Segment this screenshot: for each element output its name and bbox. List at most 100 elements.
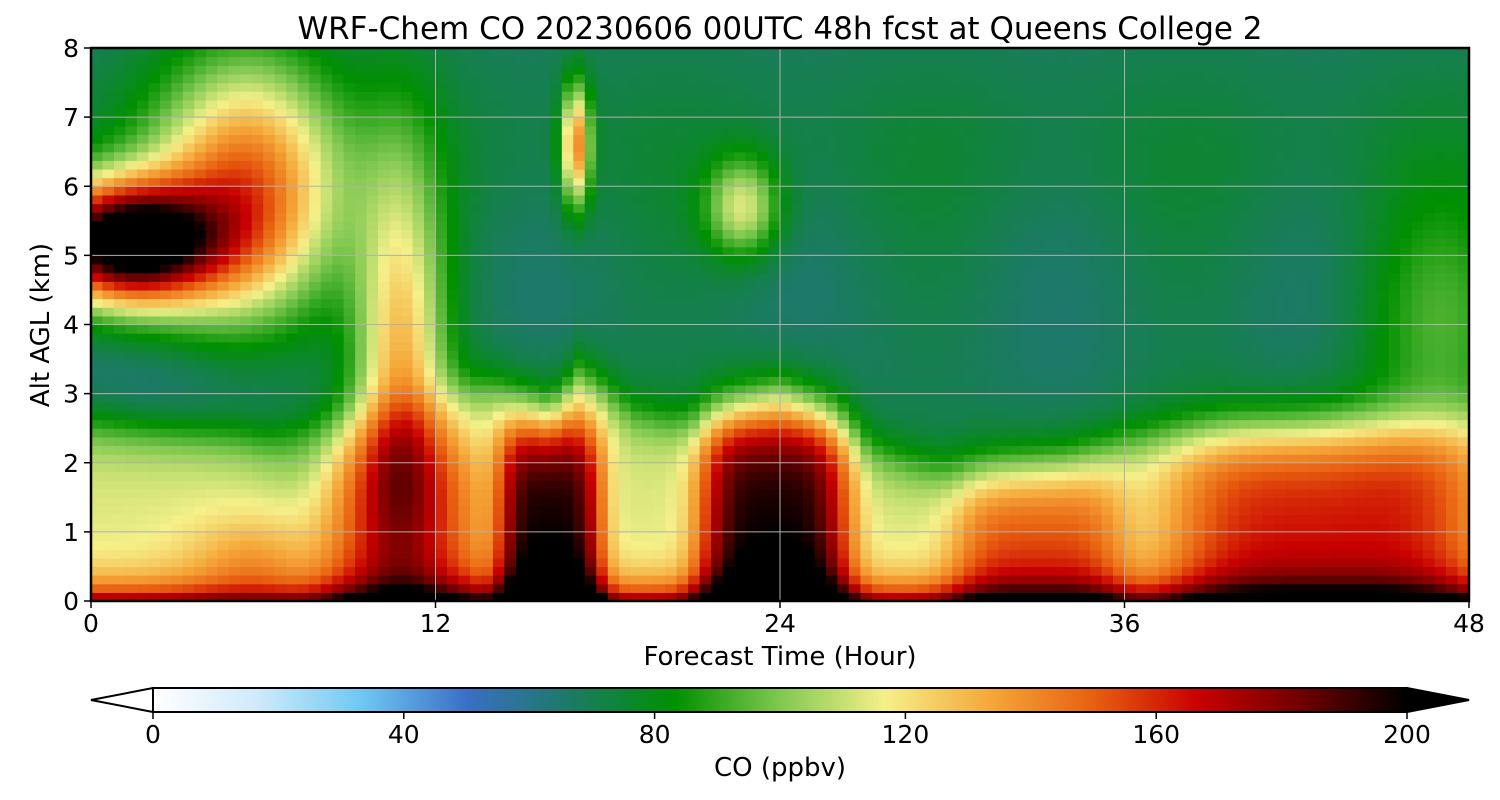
heatmap-cell	[688, 151, 701, 161]
heatmap-cell	[975, 315, 988, 326]
heatmap-cell	[378, 566, 391, 576]
heatmap-cell	[975, 454, 988, 464]
heatmap-cell	[389, 428, 402, 438]
heatmap-cell	[699, 212, 712, 222]
heatmap-cell	[848, 445, 861, 455]
heatmap-cell	[791, 143, 804, 153]
heatmap-cell	[309, 246, 322, 256]
heatmap-cell	[492, 307, 505, 317]
heatmap-cell	[504, 73, 517, 84]
heatmap-cell	[481, 488, 494, 498]
heatmap-cell	[217, 488, 230, 498]
heatmap-cell	[894, 549, 907, 559]
heatmap-cell	[848, 117, 861, 127]
heatmap-cell	[182, 264, 195, 274]
heatmap-cell	[332, 264, 345, 274]
heatmap-cell	[745, 56, 758, 66]
heatmap-cell	[446, 471, 460, 481]
heatmap-cell	[286, 454, 299, 464]
heatmap-cell	[424, 436, 437, 447]
heatmap-cell	[182, 91, 195, 101]
heatmap-cell	[917, 65, 930, 75]
heatmap-cell	[975, 82, 988, 92]
heatmap-cell	[297, 229, 310, 239]
heatmap-cell	[113, 592, 127, 601]
heatmap-cell	[607, 298, 620, 308]
heatmap-cell	[848, 471, 861, 481]
heatmap-cell	[745, 298, 758, 308]
heatmap-cell	[780, 384, 793, 395]
heatmap-cell	[665, 168, 678, 179]
heatmap-cell	[136, 255, 150, 265]
heatmap-cell	[378, 333, 391, 343]
heatmap-cell	[274, 82, 287, 92]
heatmap-cell	[825, 212, 839, 222]
heatmap-cell	[676, 575, 689, 585]
heatmap-cell	[412, 583, 425, 593]
heatmap-cell	[515, 393, 528, 403]
heatmap-cell	[653, 540, 666, 550]
heatmap-cell	[251, 82, 264, 92]
heatmap-cell	[550, 402, 563, 412]
heatmap-cell	[389, 333, 402, 343]
heatmap-cell	[389, 48, 402, 58]
heatmap-cell	[699, 272, 712, 282]
heatmap-cell	[481, 462, 494, 472]
heatmap-cell	[320, 82, 333, 92]
heatmap-cell	[619, 428, 632, 438]
heatmap-cell	[975, 281, 988, 291]
heatmap-cell	[780, 367, 793, 377]
heatmap-cell	[814, 384, 827, 395]
heatmap-cell	[113, 575, 127, 585]
heatmap-cell	[332, 186, 345, 196]
heatmap-cell	[240, 203, 253, 213]
heatmap-cell	[148, 393, 161, 403]
heatmap-cell	[734, 523, 747, 533]
heatmap-cell	[527, 177, 540, 187]
heatmap-cell	[630, 177, 643, 187]
heatmap-cell	[550, 272, 563, 282]
heatmap-cell	[688, 203, 701, 213]
heatmap-cell	[917, 246, 930, 256]
heatmap-cell	[194, 82, 207, 92]
heatmap-cell	[929, 436, 942, 447]
heatmap-cell	[952, 531, 965, 542]
heatmap-cell	[332, 436, 345, 447]
heatmap-cell	[366, 540, 379, 550]
heatmap-cell	[561, 125, 574, 136]
heatmap-cell	[251, 220, 264, 231]
heatmap-cell	[757, 194, 770, 205]
heatmap-cell	[492, 168, 505, 179]
heatmap-cell	[504, 583, 517, 593]
heatmap-cell	[343, 514, 356, 524]
heatmap-cell	[963, 91, 976, 101]
heatmap-cell	[228, 255, 241, 265]
heatmap-cell	[182, 428, 195, 438]
heatmap-cell	[952, 557, 965, 568]
heatmap-cell	[573, 367, 586, 377]
heatmap-cell	[734, 367, 747, 377]
heatmap-cell	[286, 445, 299, 455]
heatmap-cell	[596, 462, 609, 472]
heatmap-cell	[584, 307, 597, 317]
heatmap-cell	[825, 134, 839, 144]
heatmap-cell	[975, 333, 988, 343]
heatmap-cell	[527, 445, 540, 455]
heatmap-cell	[481, 445, 494, 455]
heatmap-cell	[906, 488, 919, 498]
heatmap-cell	[205, 108, 218, 118]
heatmap-cell	[527, 592, 540, 601]
heatmap-cell	[136, 151, 150, 161]
heatmap-cell	[309, 384, 322, 395]
heatmap-cell	[940, 229, 953, 239]
heatmap-cell	[975, 566, 988, 576]
heatmap-cell	[699, 557, 712, 568]
heatmap-cell	[240, 540, 253, 550]
heatmap-cell	[469, 523, 483, 533]
heatmap-cell	[91, 497, 104, 507]
heatmap-cell	[642, 583, 655, 593]
heatmap-cell	[883, 143, 896, 153]
heatmap-cell	[768, 281, 781, 291]
heatmap-cell	[711, 566, 724, 576]
heatmap-cell	[205, 220, 218, 231]
